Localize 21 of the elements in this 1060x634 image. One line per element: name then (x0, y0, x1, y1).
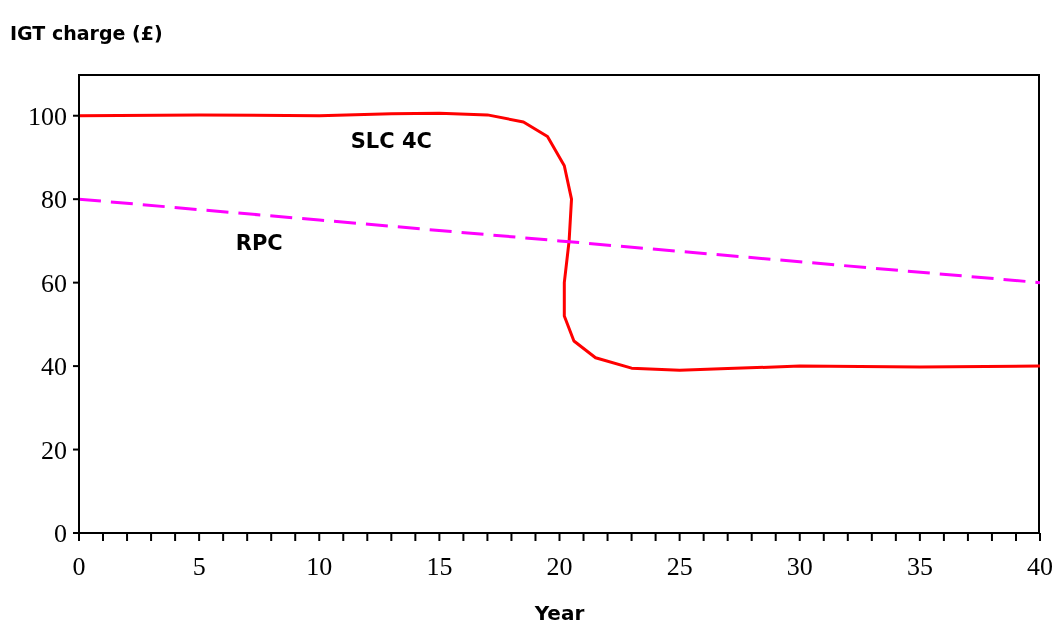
x-axis-title: Year (533, 601, 585, 625)
x-tick-label: 25 (666, 552, 693, 582)
series-label: SLC 4C (350, 128, 432, 153)
line-series (79, 197, 1040, 285)
x-tick-label: 40 (1027, 552, 1053, 582)
series-label: RPC (235, 231, 283, 256)
x-tick-label: 30 (786, 552, 813, 582)
x-tick-label: 0 (72, 552, 86, 582)
x-tick-label: 20 (546, 552, 573, 582)
y-tick-label: 0 (54, 519, 67, 549)
y-tick-label: 20 (41, 435, 67, 465)
y-tick-label: 60 (41, 268, 67, 298)
line-series (79, 111, 1040, 372)
x-tick-label: 5 (192, 552, 206, 582)
x-tick-label: 35 (906, 552, 933, 582)
x-tick-label: 15 (426, 552, 453, 582)
y-tick-label: 100 (28, 101, 67, 131)
y-axis-title: IGT charge (£) (10, 22, 163, 44)
y-tick-label: 40 (41, 352, 67, 382)
y-tick-label: 80 (41, 185, 67, 215)
x-tick-label: 10 (306, 552, 333, 582)
